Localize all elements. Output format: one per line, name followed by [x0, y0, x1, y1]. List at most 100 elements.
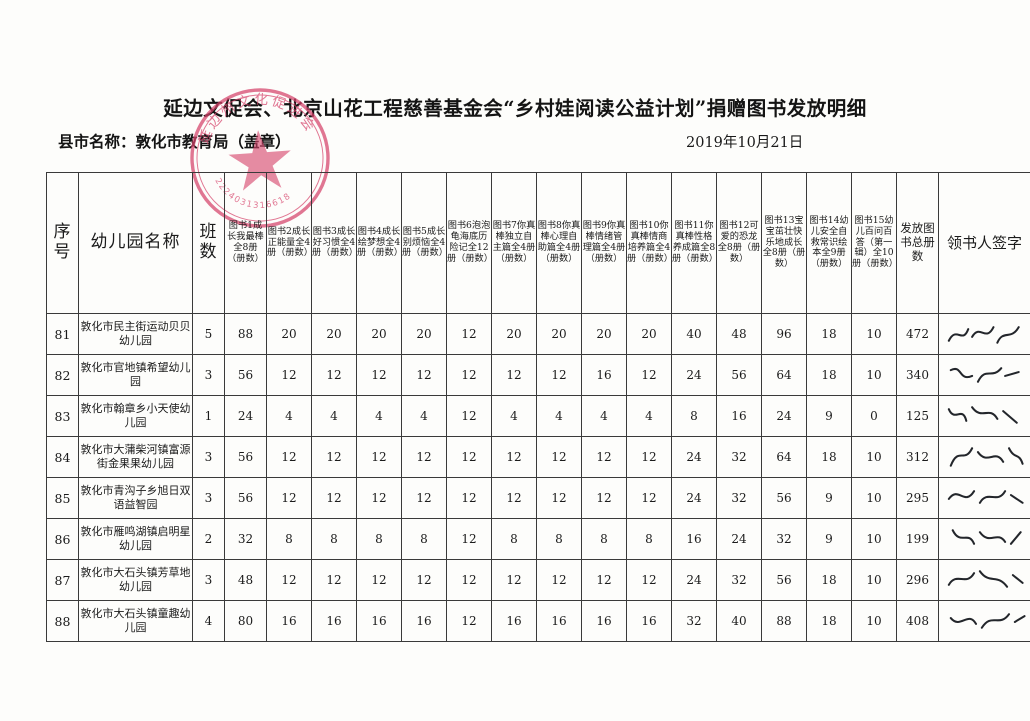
cell-book-3: 12	[311, 477, 357, 519]
header-book-12: 图书12可爱的恐龙全8册（册数）	[716, 172, 762, 314]
table-row: 86 敦化市雁鸣湖镇启明星幼儿园 2 32 8 8 8 8 12 8 8 8 8 16 24 32 9 10 199	[46, 518, 1030, 560]
cell-index: 87	[46, 559, 79, 601]
cell-book-5: 12	[401, 477, 447, 519]
cell-book-13: 24	[761, 395, 807, 437]
cell-book-5: 16	[401, 600, 447, 642]
cell-book-4: 12	[356, 436, 402, 478]
cell-book-9: 12	[581, 436, 627, 478]
cell-book-13: 32	[761, 518, 807, 560]
handwritten-signature-mark	[943, 599, 1030, 641]
cell-book-1: 88	[224, 313, 267, 355]
cell-book-14: 18	[806, 559, 852, 601]
cell-receiver-signature	[938, 476, 1030, 519]
cell-book-11: 24	[671, 354, 717, 396]
cell-book-11: 40	[671, 313, 717, 355]
table-row: 85 敦化市青沟子乡旭日双语益智园 3 56 12 12 12 12 12 12 12 12 12 24 3…	[46, 476, 1030, 519]
header-total-books: 发放图书总册数	[896, 172, 939, 314]
cell-book-9: 20	[581, 313, 627, 355]
cell-book-12: 40	[716, 600, 762, 642]
cell-book-15: 10	[851, 600, 897, 642]
cell-book-4: 20	[356, 313, 402, 355]
cell-book-8: 12	[536, 559, 582, 601]
table-row: 87 敦化市大石头镇芳草地幼儿园 3 48 12 12 12 12 12 12 12 12 12 24 32…	[46, 559, 1030, 601]
header-row: 序号 幼儿园名称 班数 图书1成长我最棒全8册（册数） 图书2成长正能量全4册（…	[46, 172, 1030, 314]
cell-index: 82	[46, 354, 79, 396]
header-book-8: 图书8你真棒心理自助篇全4册（册数）	[536, 172, 582, 314]
cell-receiver-signature	[938, 354, 1030, 396]
cell-book-10: 12	[626, 559, 672, 601]
cell-book-7: 12	[491, 436, 537, 478]
cell-book-13: 56	[761, 559, 807, 601]
table-row: 88 敦化市大石头镇童趣幼儿园 4 80 16 16 16 16 12 16 16 16 16 32 40 8…	[46, 599, 1030, 642]
cell-book-15: 10	[851, 436, 897, 478]
cell-book-6: 12	[446, 559, 492, 601]
cell-book-3: 20	[311, 313, 357, 355]
cell-book-13: 56	[761, 477, 807, 519]
cell-book-15: 10	[851, 477, 897, 519]
header-book-4: 图书4成长绘梦想全4册（册数）	[356, 172, 403, 314]
cell-receiver-signature	[938, 436, 1030, 478]
cell-book-6: 12	[446, 354, 492, 396]
cell-class-count: 1	[192, 395, 225, 437]
cell-receiver-signature	[938, 599, 1030, 642]
cell-class-count: 2	[192, 518, 225, 560]
cell-book-4: 4	[356, 395, 402, 437]
cell-kindergarten-name: 敦化市大蒲柴河镇富源街金果果幼儿园	[78, 436, 193, 478]
cell-receiver-signature	[938, 518, 1030, 560]
cell-receiver-signature	[938, 395, 1030, 437]
handwritten-signature-mark	[943, 476, 1030, 518]
cell-book-7: 16	[491, 600, 537, 642]
cell-book-2: 12	[266, 436, 312, 478]
cell-kindergarten-name: 敦化市民主街运动贝贝幼儿园	[78, 313, 193, 355]
cell-book-8: 8	[536, 518, 582, 560]
cell-book-11: 16	[671, 518, 717, 560]
cell-book-14: 18	[806, 600, 852, 642]
cell-book-1: 48	[224, 559, 267, 601]
cell-book-7: 4	[491, 395, 537, 437]
cell-book-12: 32	[716, 477, 762, 519]
cell-class-count: 3	[192, 354, 225, 396]
cell-book-8: 20	[536, 313, 582, 355]
cell-book-1: 24	[224, 395, 267, 437]
table-header: 序号 幼儿园名称 班数 图书1成长我最棒全8册（册数） 图书2成长正能量全4册（…	[46, 172, 1030, 314]
table-row: 81 敦化市民主街运动贝贝幼儿园 5 88 20 20 20 20 12 20 20 20 20 40 48…	[46, 313, 1030, 355]
cell-book-3: 16	[311, 600, 357, 642]
cell-book-4: 16	[356, 600, 402, 642]
cell-book-11: 24	[671, 477, 717, 519]
cell-total-books: 296	[896, 559, 939, 601]
distribution-table-container: 序号 幼儿园名称 班数 图书1成长我最棒全8册（册数） 图书2成长正能量全4册（…	[46, 172, 1030, 642]
header-book-11: 图书11你真棒性格养成篇全8册（册数）	[671, 172, 718, 314]
cell-total-books: 408	[896, 600, 939, 642]
cell-total-books: 472	[896, 313, 939, 355]
cell-book-8: 12	[536, 354, 582, 396]
cell-book-2: 16	[266, 600, 312, 642]
cell-book-1: 80	[224, 600, 267, 642]
cell-book-4: 12	[356, 559, 402, 601]
cell-index: 81	[46, 313, 79, 355]
cell-book-5: 12	[401, 559, 447, 601]
cell-book-9: 12	[581, 559, 627, 601]
cell-book-3: 12	[311, 559, 357, 601]
cell-book-14: 18	[806, 354, 852, 396]
header-book-15: 图书15幼儿百问百答（第一辑）全10册（册数）	[851, 172, 898, 314]
cell-book-14: 9	[806, 477, 852, 519]
cell-kindergarten-name: 敦化市青沟子乡旭日双语益智园	[78, 477, 193, 519]
cell-book-10: 12	[626, 477, 672, 519]
header-book-10: 图书10你真棒情商培养篇全4册（册数）	[626, 172, 673, 314]
cell-index: 86	[46, 518, 79, 560]
document-date: 2019年10月21日	[686, 135, 804, 151]
cell-class-count: 3	[192, 477, 225, 519]
cell-book-1: 56	[224, 477, 267, 519]
cell-kindergarten-name: 敦化市雁鸣湖镇启明星幼儿园	[78, 518, 193, 560]
cell-index: 83	[46, 395, 79, 437]
cell-total-books: 295	[896, 477, 939, 519]
cell-book-12: 16	[716, 395, 762, 437]
cell-kindergarten-name: 敦化市翰章乡小天使幼儿园	[78, 395, 193, 437]
cell-book-12: 48	[716, 313, 762, 355]
cell-book-2: 8	[266, 518, 312, 560]
cell-book-9: 16	[581, 600, 627, 642]
cell-book-10: 8	[626, 518, 672, 560]
header-book-6: 图书6泡泡龟海底历险记全12册（册数）	[446, 172, 493, 314]
table-row: 83 敦化市翰章乡小天使幼儿园 1 24 4 4 4 4 12 4 4 4 4 8 16 24 9 0 125	[46, 395, 1030, 437]
cell-book-5: 12	[401, 436, 447, 478]
